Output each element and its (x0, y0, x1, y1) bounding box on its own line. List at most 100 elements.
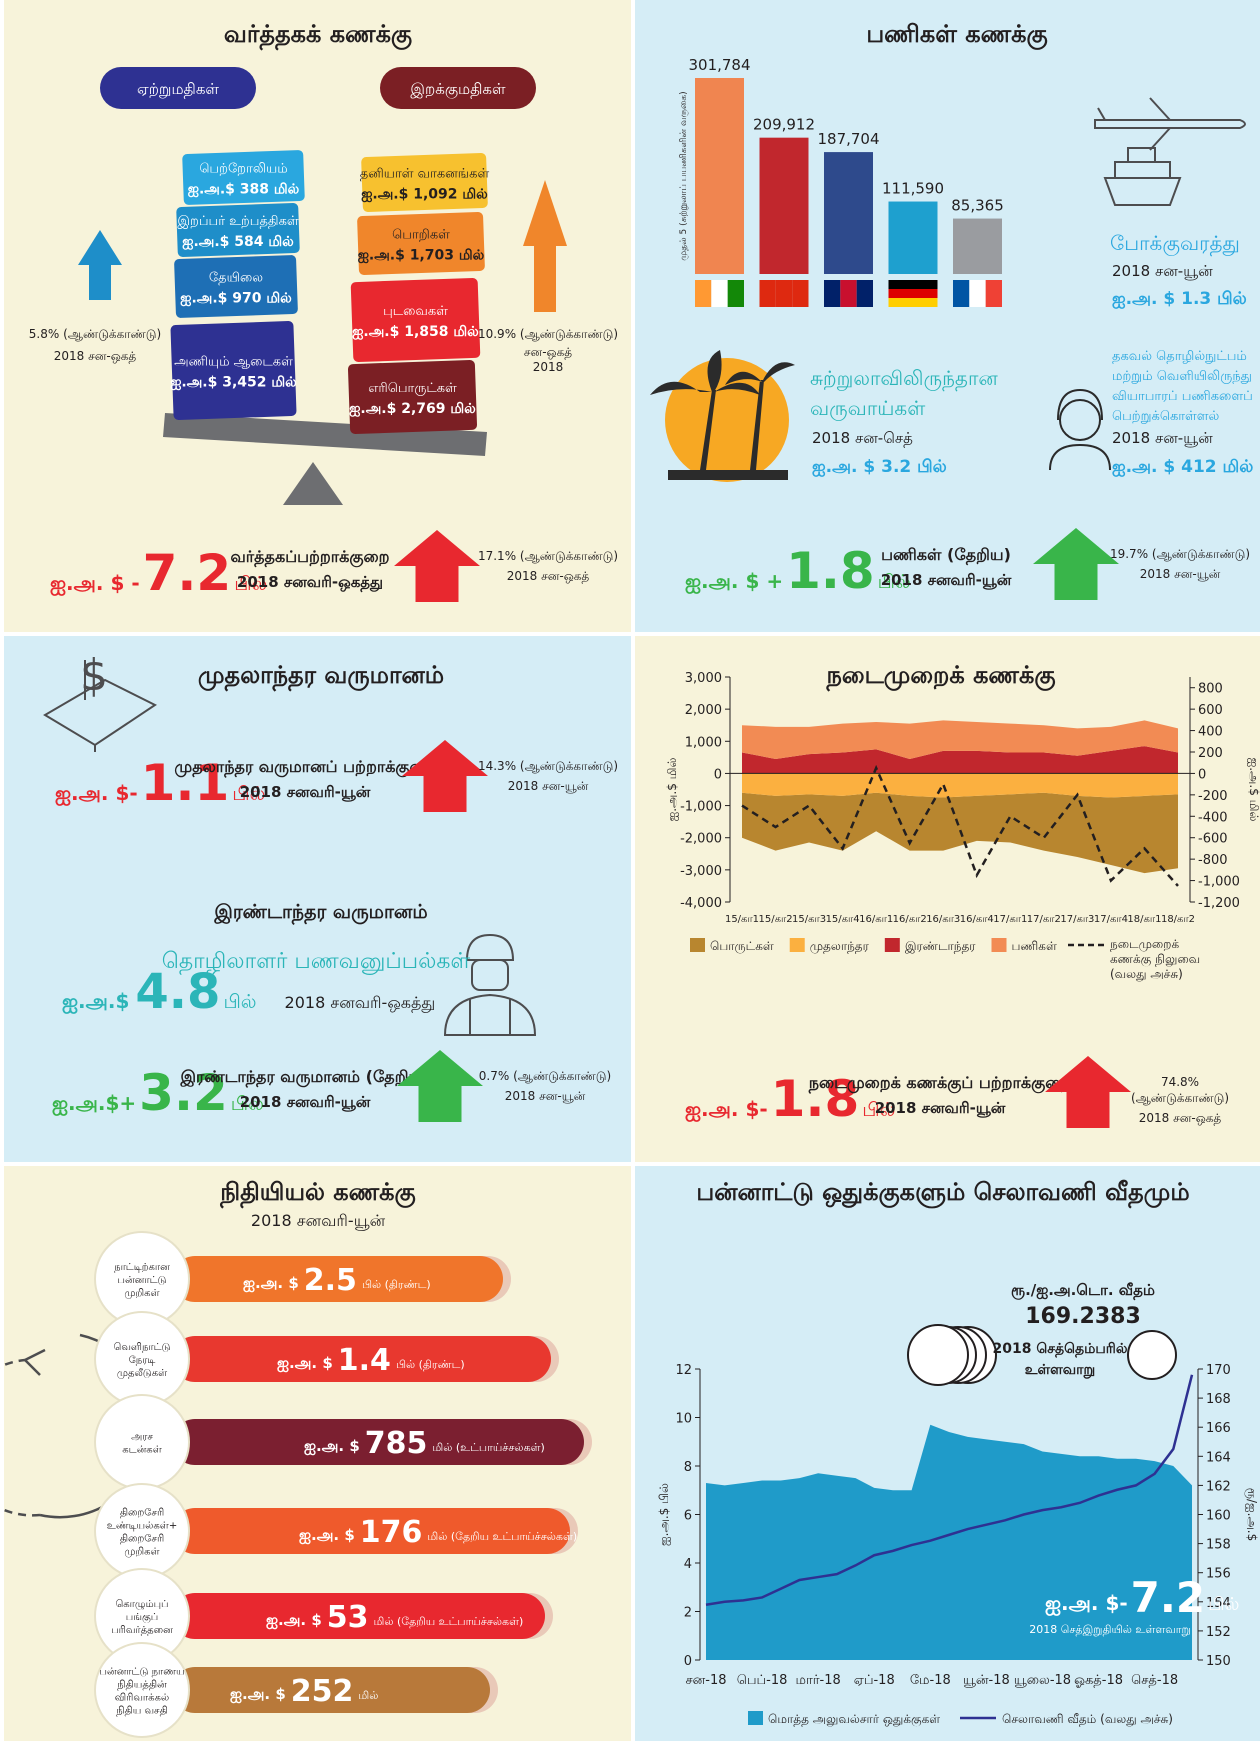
item-box (170, 321, 296, 420)
x-tick-label: ஏப்-18 (854, 1673, 895, 1688)
amount-value: 2.5 (304, 1263, 357, 1298)
amount-prefix: ஐ.அ. $ (243, 1274, 299, 1292)
x-tick-label: மார்-18 (796, 1673, 841, 1688)
value-label: 209,912 (753, 116, 815, 134)
item-name: பொறிகள் (392, 228, 450, 243)
flow-label: உண்டியல்கள்+ (107, 1521, 177, 1532)
bar (695, 78, 744, 274)
legend-swatch (748, 1711, 763, 1725)
tick-label: 600 (1198, 703, 1223, 718)
tick-label: 156 (1206, 1567, 1231, 1582)
tick-label: 8 (684, 1460, 692, 1475)
amount-prefix: ஐ.அ. $ (230, 1685, 286, 1703)
flow-label: நிதிய வசதி (116, 1706, 168, 1717)
amount-suffix: மில் (358, 1689, 378, 1702)
x-tick-label: 17/கா1 (993, 914, 1027, 925)
growth-period: 2018 சன-யூன் (508, 779, 589, 793)
tick-label: -1,200 (1198, 896, 1240, 911)
amount-value: 4.8 (135, 964, 220, 1020)
growth-period: 2018 சன-யூன் (1140, 567, 1221, 581)
area (742, 773, 1178, 797)
item-name: தகவல் தொழில்நுட்பம் (1112, 349, 1247, 364)
legend-label: இரண்டாந்தர (905, 939, 976, 954)
legend-wrap: நடைமுறைக் கணக்கு நிலுவை (வலது அச்சு) (1110, 937, 1210, 1017)
item-box (348, 360, 477, 434)
amount-suffix: மில் (உட்பாய்ச்சல்கள்) (432, 1441, 544, 1454)
amount-prefix: ஐ.அ. $- (55, 781, 138, 805)
tourism-sun (665, 358, 789, 482)
amount-prefix: ஐ.அ. $ - (50, 571, 140, 595)
tick-label: 162 (1206, 1479, 1231, 1494)
x-tick-label: யூன்-18 (963, 1673, 1010, 1688)
item-amount: ஐ.அ.$ 970 மில் (180, 291, 292, 307)
growth: 10.9% (ஆண்டுக்காண்டு) (478, 327, 618, 341)
item-name: எரிபொருட்கள் (368, 381, 457, 396)
flow-label: கடன்கள் (122, 1445, 161, 1456)
x-tick-label: 18/கா2 (1161, 914, 1195, 925)
panel-title: வர்த்தகக் கணக்கு (224, 20, 412, 51)
flag (728, 280, 744, 307)
rate-value: 169.2383 (1025, 1304, 1141, 1329)
tick-label: 2 (684, 1606, 692, 1621)
summary-label: வர்த்தகப்பற்றாக்குறை (230, 547, 389, 568)
tick-label: 200 (1198, 746, 1223, 761)
summary-label: பணிகள் (தேறிய) (881, 545, 1011, 565)
item-box (361, 153, 488, 212)
summary-label: நடைமுறைக் கணக்குப் பற்றாக்குறை (808, 1073, 1072, 1094)
y-axis-label: ஐ.அ.$ பில் (657, 1483, 671, 1546)
tick-label: 158 (1206, 1538, 1231, 1553)
rate-note: 2018 செத்தெம்பரில் (992, 1341, 1127, 1358)
amount-value: 1.4 (338, 1343, 391, 1378)
summary-period: 2018 சனவரி-யூன் (875, 1099, 1006, 1118)
growth-period: 2018 சன-யூன் (505, 1089, 586, 1103)
tick-label: 6 (684, 1509, 692, 1524)
flow-label: முதலீடுகள் (117, 1368, 167, 1379)
item-name: மற்றும் வெளியிலிருந்து (1112, 369, 1252, 384)
tick-label: 0 (684, 1654, 692, 1669)
y-axis-label: முதல் 5 (சுற்றுலாப் பயணிகளின் வருகை) (679, 91, 689, 260)
tick-label: 166 (1206, 1421, 1231, 1436)
item-amount: ஐ.அ.$ 2,769 மில் (349, 401, 476, 417)
tick-label: 1,000 (685, 735, 722, 750)
panel-title: பணிகள் கணக்கு (866, 20, 1047, 50)
flow-label: முறிகள் (124, 1288, 159, 1299)
amount-value: 7.2 (143, 544, 232, 602)
legend-label: நடைமுறைக் கணக்கு நிலுவை (வலது அச்சு) (1110, 937, 1210, 982)
amount-value: 176 (360, 1515, 423, 1550)
amount-prefix: ஐ.அ. $ (299, 1526, 355, 1544)
flag (824, 280, 840, 307)
item-amount: ஐ.அ.$ 1,858 மில் (352, 324, 479, 340)
amount-prefix: ஐ.அ. $ (266, 1611, 322, 1629)
summary-label: முதலாந்தர வருமானப் பற்றாக்குறை (174, 757, 435, 778)
item-period: 2018 சன-செத் (812, 429, 913, 447)
chart-title: பன்னாட்டு ஒதுக்குகளும் செலாவணி வீதமும் (696, 1178, 1189, 1209)
tick-label: 164 (1206, 1450, 1231, 1465)
item-box (357, 212, 485, 275)
tick-label: -4,000 (680, 896, 722, 911)
growth: 0.7% (ஆண்டுக்காண்டு) (479, 1069, 611, 1083)
y2-axis-label: ஐ.அ.$ மில் (1247, 758, 1260, 822)
value-label: 85,365 (951, 197, 1004, 215)
x-tick-label: ஓகத்-18 (1074, 1673, 1123, 1688)
growth: 19.7% (ஆண்டுக்காண்டு) (1110, 547, 1250, 561)
flag (889, 280, 938, 289)
tick-label: 0 (1198, 767, 1206, 782)
tick-label: -200 (1198, 789, 1228, 804)
amount-prefix: ஐ.அ. $- (1045, 1591, 1128, 1615)
flag (840, 280, 856, 307)
flow-label: விரிவாக்கல் (115, 1693, 169, 1704)
value-label: 187,704 (817, 130, 879, 148)
flow-label: பரிவர்த்தனை (111, 1625, 173, 1636)
amount-prefix: ஐ.அ.$ (62, 989, 129, 1013)
flow-label: கொழும்புப் (115, 1599, 168, 1610)
flow-label: முறிகள் (124, 1547, 159, 1558)
item-amount: ஐ.அ.$ 388 மில் (188, 182, 300, 198)
tick-label: 4 (684, 1557, 692, 1572)
tick-label: 3,000 (685, 671, 722, 686)
x-tick-label: 15/கா1 (725, 914, 759, 925)
tick-label: 0 (714, 767, 722, 782)
legend-label: பொருட்கள் (710, 939, 774, 954)
growth: 14.3% (ஆண்டுக்காண்டு) (478, 759, 618, 773)
flow-label: பன்னாட்டு நாணய (99, 1667, 184, 1678)
panel-trade (4, 0, 631, 632)
